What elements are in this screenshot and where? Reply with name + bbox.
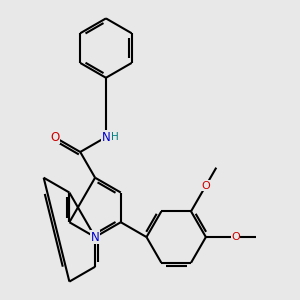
Text: N: N <box>102 130 110 144</box>
Text: O: O <box>202 181 210 191</box>
Text: O: O <box>231 232 240 242</box>
Text: H: H <box>111 132 119 142</box>
Text: O: O <box>50 130 59 144</box>
Text: N: N <box>91 231 100 244</box>
